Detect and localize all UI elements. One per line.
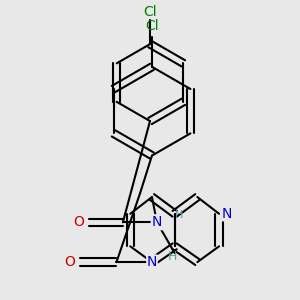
Text: Cl: Cl	[145, 19, 159, 33]
Text: N: N	[222, 207, 232, 221]
Text: O: O	[64, 255, 75, 269]
Text: H: H	[168, 250, 178, 263]
Text: N: N	[152, 215, 162, 229]
Text: Cl: Cl	[143, 5, 157, 19]
Text: O: O	[74, 215, 84, 229]
Text: N: N	[147, 255, 157, 269]
Text: H: H	[175, 210, 183, 220]
